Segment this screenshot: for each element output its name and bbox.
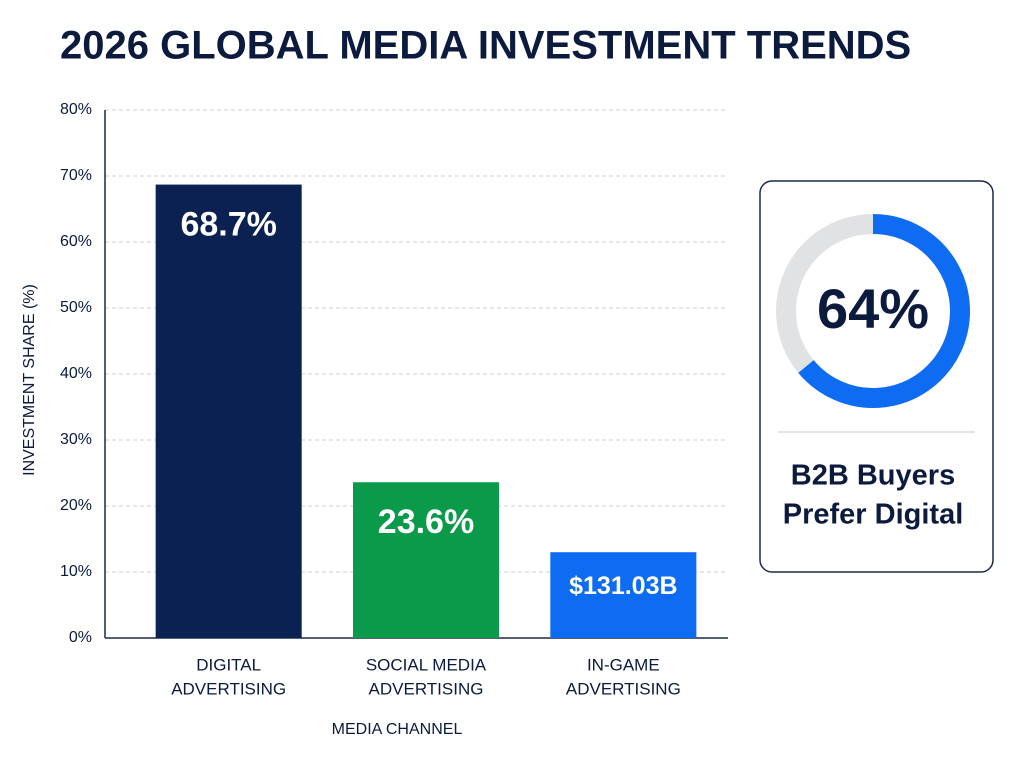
stat-card <box>759 180 994 573</box>
y-tick-label: 80% <box>60 101 92 118</box>
x-tick-label: SOCIAL MEDIA <box>366 655 487 674</box>
bar <box>352 482 500 638</box>
bar-annotation: $131.03B <box>569 572 677 600</box>
x-tick-label: IN-GAME <box>587 655 660 674</box>
y-tick-label: 30% <box>60 431 92 448</box>
y-tick-label: 20% <box>60 497 92 514</box>
x-tick-label: DIGITAL <box>196 655 261 674</box>
y-tick-label: 0% <box>69 629 92 646</box>
value-label: 68.7% <box>180 206 276 244</box>
y-tick-label: 40% <box>60 365 92 382</box>
value-label: 23.6% <box>378 503 474 541</box>
chart-title: 2026 GLOBAL MEDIA INVESTMENT TRENDS <box>60 24 911 68</box>
card-caption: Prefer Digital <box>783 499 964 531</box>
card-caption: B2B Buyers <box>791 460 955 492</box>
x-axis-label: MEDIA CHANNEL <box>332 721 463 738</box>
y-axis-label: INVESTMENT SHARE (%) <box>21 284 38 476</box>
x-tick-label: ADVERTISING <box>566 679 681 698</box>
y-tick-label: 10% <box>60 563 92 580</box>
x-tick-label: ADVERTISING <box>369 679 484 698</box>
donut-value-label: 64% <box>817 277 929 340</box>
x-tick-label: ADVERTISING <box>171 679 286 698</box>
bar <box>155 184 302 638</box>
y-tick-label: 60% <box>60 233 92 250</box>
donut-arc <box>798 214 970 408</box>
y-tick-label: 70% <box>60 167 92 184</box>
y-tick-label: 50% <box>60 299 92 316</box>
bar <box>550 552 697 638</box>
